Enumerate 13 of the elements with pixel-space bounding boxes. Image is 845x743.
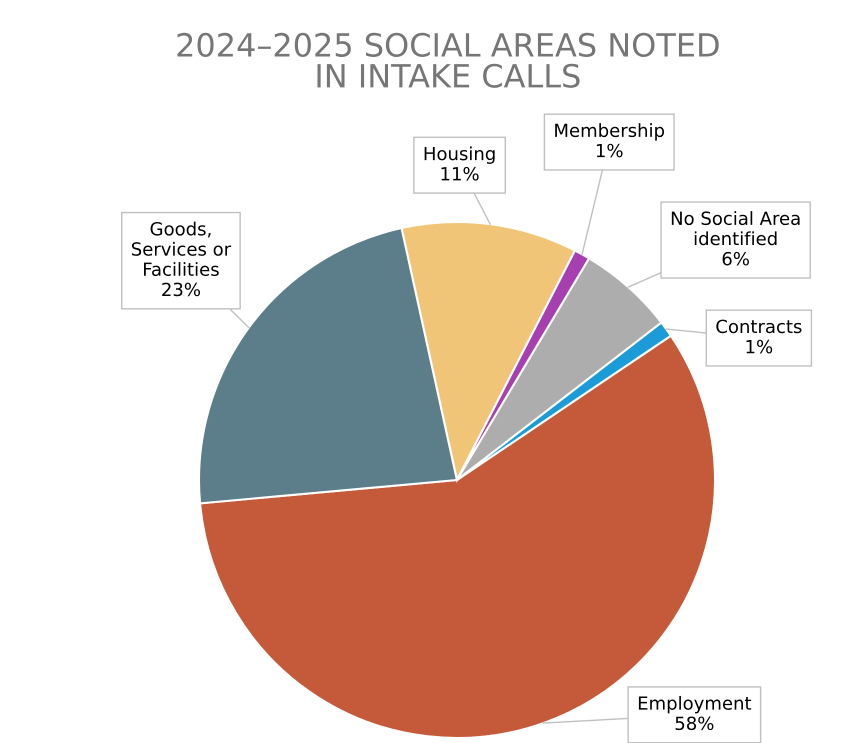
data-label: 23%	[162, 282, 200, 296]
slice-label: No Social Area identified	[672, 211, 800, 246]
slice-label: Housing	[424, 146, 495, 164]
data-label: 11%	[442, 166, 479, 181]
slice-label: Goods, Services or Facilities	[132, 222, 232, 276]
data-label: 6%	[722, 252, 749, 266]
slice-label: Employment	[638, 696, 752, 714]
chart-title: 2024–2025 SOCIAL AREAS NOTED IN INTAKE CALLS	[177, 32, 719, 88]
data-label: 1%	[596, 144, 623, 158]
data-label: 1%	[746, 340, 772, 354]
data-label: 58%	[676, 716, 714, 730]
slice-label: Membership	[555, 123, 664, 141]
slice-label: Contracts	[716, 320, 802, 334]
